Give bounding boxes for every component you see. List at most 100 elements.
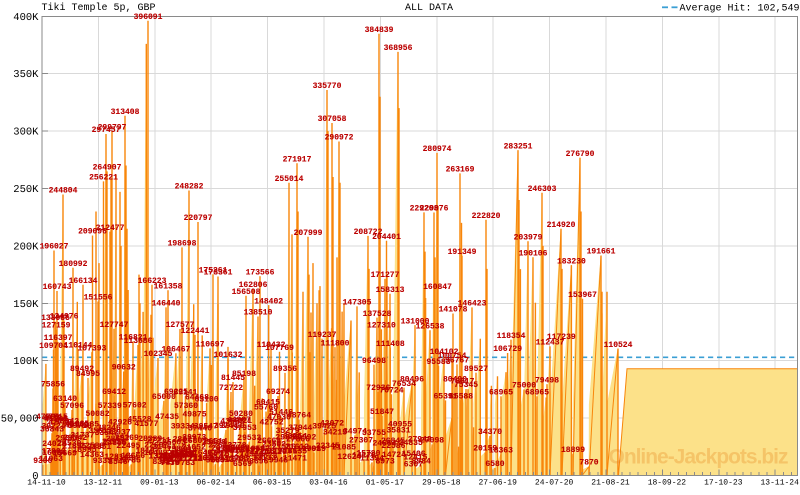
svg-text:Online-Jackpots.biz: Online-Jackpots.biz: [609, 446, 789, 469]
svg-text:75856: 75856: [41, 381, 65, 390]
svg-text:81445: 81445: [221, 374, 245, 383]
svg-text:19445: 19445: [224, 445, 248, 454]
svg-text:106729: 106729: [493, 345, 522, 354]
svg-text:255014: 255014: [275, 175, 304, 184]
svg-text:68965: 68965: [489, 389, 513, 398]
svg-text:26514: 26514: [204, 437, 228, 446]
svg-text:47030: 47030: [267, 414, 291, 423]
svg-text:65391: 65391: [433, 393, 457, 402]
svg-text:21895: 21895: [62, 443, 86, 452]
svg-text:180992: 180992: [59, 260, 88, 269]
svg-text:89356: 89356: [273, 365, 297, 374]
svg-text:280974: 280974: [423, 145, 452, 154]
svg-text:19701: 19701: [297, 445, 321, 454]
svg-text:28657: 28657: [106, 435, 130, 444]
svg-text:14724: 14724: [382, 451, 406, 460]
svg-text:89527: 89527: [464, 365, 488, 374]
svg-text:95583: 95583: [426, 358, 450, 367]
svg-text:51446: 51446: [269, 409, 293, 418]
svg-text:166223: 166223: [138, 277, 167, 286]
svg-text:12624: 12624: [337, 453, 361, 462]
svg-text:24664: 24664: [372, 439, 396, 448]
svg-text:21612: 21612: [285, 443, 309, 452]
svg-text:47515: 47515: [44, 413, 68, 422]
svg-text:209096: 209096: [78, 228, 107, 237]
svg-text:229076: 229076: [420, 205, 449, 214]
svg-text:84995: 84995: [76, 370, 100, 379]
svg-text:11217: 11217: [178, 455, 202, 464]
svg-text:307058: 307058: [318, 115, 347, 124]
svg-text:13-12-11: 13-12-11: [84, 479, 123, 488]
svg-text:17-10-23: 17-10-23: [704, 479, 743, 488]
svg-text:15669: 15669: [53, 450, 77, 459]
svg-text:96767: 96767: [445, 357, 469, 366]
svg-text:264907: 264907: [93, 164, 122, 173]
svg-text:112437: 112437: [536, 339, 565, 348]
svg-text:7783: 7783: [176, 459, 195, 468]
svg-text:37953: 37953: [233, 424, 257, 433]
svg-text:200K: 200K: [13, 241, 39, 253]
svg-text:127310: 127310: [367, 322, 396, 331]
svg-text:7735: 7735: [160, 459, 179, 468]
svg-text:29992: 29992: [292, 433, 316, 442]
svg-text:65000: 65000: [152, 393, 176, 402]
svg-text:63140: 63140: [53, 395, 77, 404]
svg-text:26807: 26807: [183, 437, 207, 446]
svg-text:0: 0: [32, 471, 38, 483]
svg-text:400K: 400K: [13, 12, 39, 24]
svg-text:8546: 8546: [108, 458, 127, 467]
svg-text:33937: 33937: [107, 429, 131, 438]
svg-text:13205: 13205: [148, 453, 172, 462]
svg-text:12415: 12415: [403, 453, 427, 462]
svg-text:25603: 25603: [162, 438, 186, 447]
svg-text:50280: 50280: [229, 410, 253, 419]
svg-text:39547: 39547: [194, 422, 218, 431]
svg-text:Tiki Temple 5p, GBP: Tiki Temple 5p, GBP: [42, 2, 156, 14]
svg-text:16403: 16403: [193, 449, 217, 458]
svg-text:133985: 133985: [41, 314, 70, 323]
svg-text:29973: 29973: [182, 433, 206, 442]
svg-text:116821: 116821: [119, 334, 148, 343]
svg-text:22495: 22495: [116, 442, 140, 451]
svg-text:13385: 13385: [161, 452, 185, 461]
svg-text:24855: 24855: [103, 439, 127, 448]
svg-text:17635: 17635: [283, 448, 307, 457]
svg-text:162806: 162806: [239, 281, 268, 290]
svg-text:65588: 65588: [449, 392, 473, 401]
svg-text:22643: 22643: [208, 442, 232, 451]
svg-text:198698: 198698: [168, 240, 197, 249]
svg-text:19989: 19989: [302, 445, 326, 454]
svg-text:51847: 51847: [370, 408, 394, 417]
svg-text:350K: 350K: [13, 69, 39, 81]
svg-text:110697: 110697: [196, 341, 225, 350]
svg-text:118354: 118354: [497, 332, 526, 341]
svg-text:15406: 15406: [402, 450, 426, 459]
svg-text:41185: 41185: [75, 420, 99, 429]
svg-text:207999: 207999: [294, 229, 323, 238]
svg-text:47435: 47435: [155, 413, 179, 422]
svg-text:107393: 107393: [77, 344, 106, 353]
svg-text:27-06-19: 27-06-19: [478, 479, 517, 488]
svg-text:8377: 8377: [152, 458, 171, 467]
svg-text:248282: 248282: [175, 183, 204, 192]
svg-text:46154: 46154: [43, 415, 67, 424]
svg-text:22586: 22586: [381, 442, 405, 451]
svg-text:18814: 18814: [173, 446, 197, 455]
svg-text:212477: 212477: [96, 224, 125, 233]
svg-text:127747: 127747: [100, 321, 129, 330]
svg-text:297457: 297457: [92, 126, 121, 135]
svg-text:6569: 6569: [233, 460, 252, 469]
svg-text:203979: 203979: [514, 234, 543, 243]
svg-text:11320: 11320: [194, 455, 218, 464]
svg-text:24530: 24530: [57, 440, 81, 449]
svg-text:17226: 17226: [263, 448, 287, 457]
svg-text:29-05-18: 29-05-18: [422, 479, 461, 488]
svg-text:19592: 19592: [246, 445, 270, 454]
svg-text:63100: 63100: [195, 395, 219, 404]
svg-text:11394: 11394: [360, 455, 384, 464]
svg-text:256221: 256221: [89, 174, 118, 183]
svg-text:11222: 11222: [178, 455, 202, 464]
svg-text:35279: 35279: [276, 427, 300, 436]
svg-text:10487: 10487: [227, 456, 251, 465]
svg-text:10313: 10313: [210, 456, 234, 465]
